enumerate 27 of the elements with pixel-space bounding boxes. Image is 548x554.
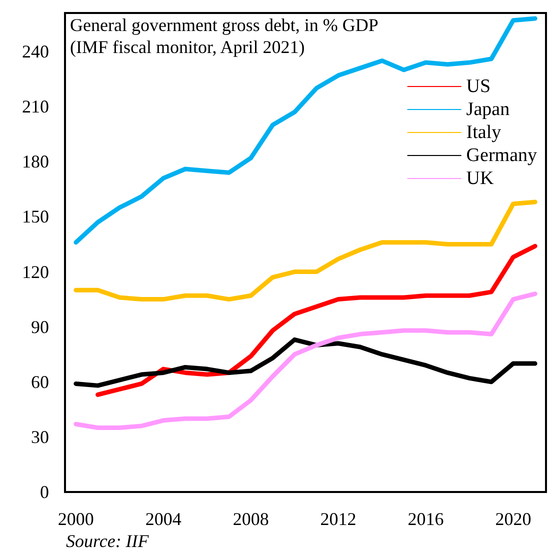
- x-tick-label: 2012: [320, 509, 356, 529]
- x-tick-label: 2000: [58, 509, 94, 529]
- x-tick-label: 2020: [495, 509, 532, 529]
- y-tick-label: 30: [31, 426, 49, 447]
- x-tick-label: 2016: [408, 509, 444, 529]
- line-series: [74, 200, 538, 302]
- line-series: [74, 337, 538, 388]
- text: (IMF fiscal monitor, April 2021): [70, 37, 305, 57]
- legend-label: US: [466, 76, 491, 97]
- line-series: [96, 244, 538, 397]
- y-tick-label: 150: [22, 206, 49, 227]
- chart-title: General government gross debt, in % GDP: [70, 15, 378, 35]
- legend-label: Japan: [466, 99, 510, 120]
- legend-label: Italy: [466, 122, 502, 143]
- y-tick-label: 120: [22, 262, 49, 282]
- source-note: Source: IIF: [66, 531, 150, 551]
- line-series: [74, 292, 538, 430]
- legend-label: UK: [466, 168, 494, 189]
- y-tick-label: 60: [31, 372, 49, 392]
- y-tick-label: 90: [31, 316, 49, 337]
- x-tick-label: 2008: [232, 509, 269, 529]
- legend-label: Germany: [466, 145, 538, 166]
- y-tick-label: 0: [40, 482, 49, 502]
- y-tick-label: 210: [22, 96, 49, 117]
- x-tick-label: 2004: [145, 509, 182, 529]
- y-tick-label: 240: [22, 42, 49, 62]
- y-tick-label: 180: [22, 152, 49, 172]
